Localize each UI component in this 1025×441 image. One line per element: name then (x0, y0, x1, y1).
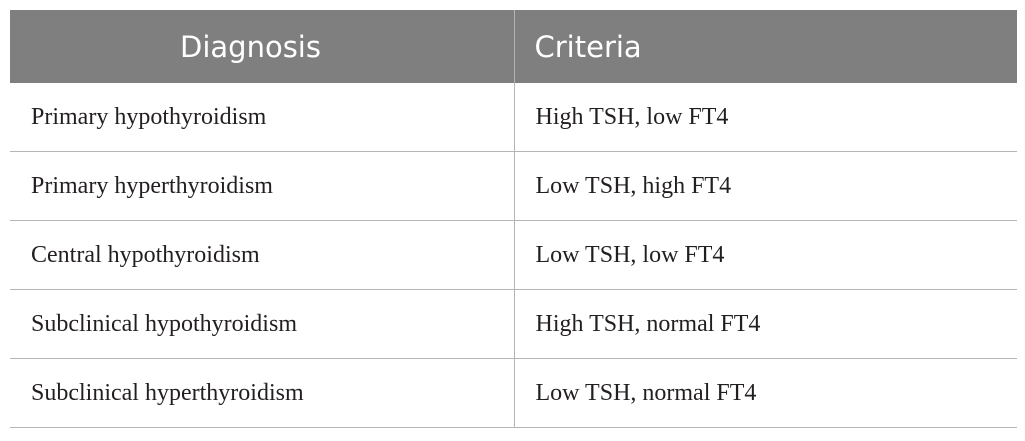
header-criteria: Criteria (514, 10, 1017, 83)
cell-criteria: Low TSH, low FT4 (514, 220, 1017, 290)
cell-diagnosis: Primary hyperthyroidism (10, 151, 515, 221)
table-body: Primary hypothyroidism High TSH, low FT4… (10, 83, 1017, 428)
cell-diagnosis: Central hypothyroidism (10, 220, 515, 290)
cell-criteria: High TSH, low FT4 (514, 83, 1017, 152)
header-diagnosis: Diagnosis (10, 10, 515, 83)
cell-diagnosis: Primary hypothyroidism (10, 83, 515, 152)
cell-criteria: Low TSH, high FT4 (514, 151, 1017, 221)
table-row: Central hypothyroidism Low TSH, low FT4 (10, 220, 1017, 290)
diagnosis-criteria-table: Diagnosis Criteria Primary hypothyroidis… (10, 10, 1017, 428)
table-header: Diagnosis Criteria (10, 10, 1017, 83)
table-row: Subclinical hypothyroidism High TSH, nor… (10, 289, 1017, 359)
table-row: Primary hypothyroidism High TSH, low FT4 (10, 83, 1017, 152)
header-row: Diagnosis Criteria (10, 10, 1017, 83)
table-row: Primary hyperthyroidism Low TSH, high FT… (10, 151, 1017, 221)
diagnosis-criteria-table-container: Diagnosis Criteria Primary hypothyroidis… (10, 10, 1017, 428)
cell-criteria: High TSH, normal FT4 (514, 289, 1017, 359)
cell-diagnosis: Subclinical hypothyroidism (10, 289, 515, 359)
cell-criteria: Low TSH, normal FT4 (514, 358, 1017, 428)
table-row: Subclinical hyperthyroidism Low TSH, nor… (10, 358, 1017, 428)
cell-diagnosis: Subclinical hyperthyroidism (10, 358, 515, 428)
